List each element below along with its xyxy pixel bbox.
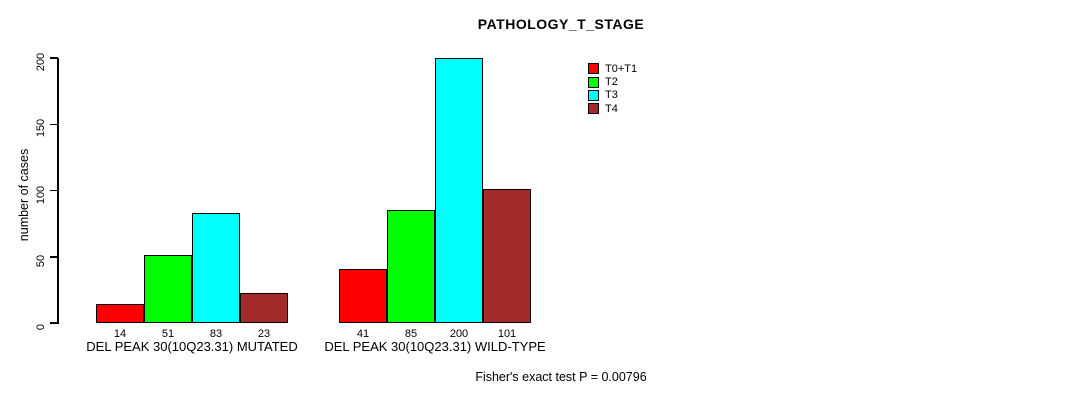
y-axis-title-text: number of cases: [17, 148, 31, 242]
chart-title: PATHOLOGY_T_STAGE: [477, 16, 645, 32]
legend-swatch-t4: [588, 103, 599, 115]
legend-row: T4: [588, 102, 637, 115]
bar-t4-group1: [240, 292, 288, 323]
legend-label: T4: [605, 102, 618, 115]
bar-t3-group2: [435, 58, 483, 323]
y-tick-label-text: 0: [35, 323, 47, 331]
y-tick-label-text: 50: [35, 254, 47, 267]
y-tick: [50, 57, 58, 59]
legend-swatch-t3: [588, 89, 599, 101]
bar-t2-group2: [387, 210, 435, 323]
legend-swatch-t0-t1: [588, 63, 599, 75]
bar-value-label: 23: [257, 328, 271, 340]
bar-value-label: 41: [356, 328, 370, 340]
bar-value-label: 85: [404, 328, 418, 340]
legend-label: T0+T1: [605, 62, 638, 75]
y-tick: [50, 123, 58, 125]
y-tick: [50, 256, 58, 258]
legend-row: T2: [588, 75, 637, 88]
bar-t0-t1-group2: [339, 268, 387, 323]
bar-t0-t1-group1: [96, 304, 144, 323]
legend-swatch-t2: [588, 76, 599, 88]
bar-value-label: 200: [449, 328, 469, 340]
bar-value-label: 101: [497, 328, 517, 340]
y-tick: [50, 322, 58, 324]
y-tick-label-text: 100: [35, 185, 47, 204]
bar-t2-group1: [144, 255, 192, 323]
bar-t3-group1: [192, 213, 240, 323]
legend-label: T2: [605, 76, 618, 89]
y-tick: [50, 189, 58, 192]
group-label: DEL PEAK 30(10Q23.31) MUTATED: [86, 339, 298, 354]
legend-label: T3: [605, 89, 618, 102]
legend-row: T0+T1: [588, 62, 637, 75]
group-label: DEL PEAK 30(10Q23.31) WILD-TYPE: [324, 339, 546, 354]
bar-value-label: 14: [113, 328, 127, 340]
fisher-test-annotation: Fisher's exact test P = 0.00796: [475, 370, 647, 384]
legend: T0+T1 T2 T3 T4: [588, 62, 637, 116]
legend-row: T3: [588, 89, 637, 102]
bar-value-label: 83: [209, 328, 223, 340]
y-tick-label-text: 200: [35, 52, 47, 72]
bar-value-label: 51: [161, 328, 175, 340]
bar-t4-group2: [483, 189, 531, 323]
y-tick-label-text: 150: [35, 119, 47, 138]
